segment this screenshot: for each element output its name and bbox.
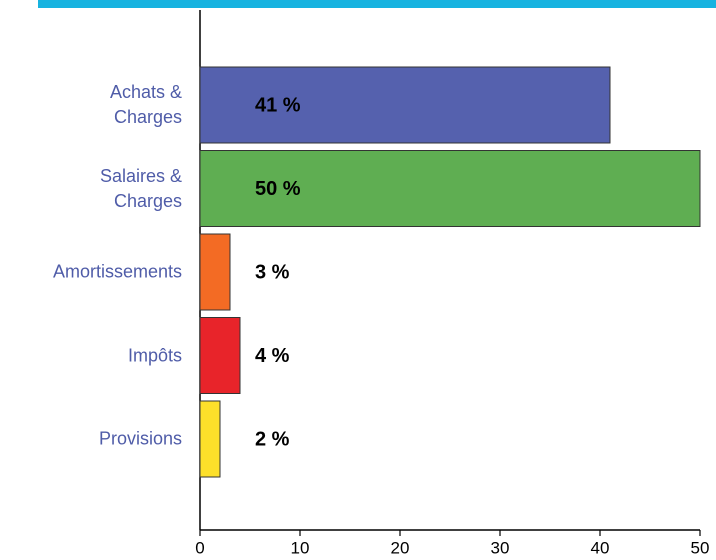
category-label: Salaires & Charges	[99, 165, 182, 211]
bar	[199, 400, 221, 478]
value-label: 4 %	[255, 345, 290, 367]
x-tick-label: 50	[691, 538, 710, 557]
category-label: Provisions	[98, 428, 182, 449]
x-tick-label: 40	[591, 538, 610, 557]
category-label: Amortissements	[52, 261, 182, 282]
bar	[199, 233, 231, 311]
bar	[199, 66, 611, 144]
x-tick-label: 10	[291, 538, 310, 557]
bar	[199, 150, 701, 227]
x-tick-label: 30	[491, 538, 510, 557]
x-tick-label: 20	[391, 538, 410, 557]
value-label: 50 %	[255, 178, 301, 200]
x-tick-label: 0	[195, 538, 204, 557]
value-label: 3 %	[255, 261, 290, 283]
bar	[199, 317, 241, 394]
category-label: Achats & Charges	[109, 82, 182, 127]
value-label: 2 %	[255, 428, 290, 450]
category-label: Impôts	[127, 345, 182, 365]
value-label: 41 %	[255, 94, 301, 116]
header-band	[38, 0, 716, 8]
